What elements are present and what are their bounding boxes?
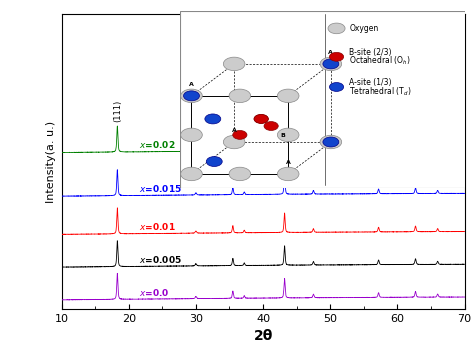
Circle shape (328, 23, 345, 34)
Text: (331): (331) (309, 120, 318, 143)
Circle shape (277, 167, 299, 181)
FancyBboxPatch shape (180, 11, 465, 188)
Text: Octahedral (O$_h$): Octahedral (O$_h$) (349, 55, 411, 67)
Circle shape (320, 135, 342, 149)
Text: (220): (220) (191, 123, 201, 145)
Y-axis label: Intensity(a. u.): Intensity(a. u.) (46, 120, 56, 203)
Circle shape (205, 114, 221, 124)
Circle shape (183, 91, 200, 101)
Circle shape (329, 53, 344, 61)
Text: $x$=0.015: $x$=0.015 (139, 183, 182, 194)
Circle shape (223, 135, 245, 149)
Text: Oxygen: Oxygen (349, 24, 379, 33)
Text: B: B (280, 133, 285, 138)
Circle shape (223, 57, 245, 71)
Text: (311): (311) (228, 117, 237, 140)
Circle shape (323, 137, 339, 147)
Circle shape (181, 89, 202, 103)
Text: A: A (286, 160, 291, 165)
Circle shape (233, 131, 247, 140)
Text: (222): (222) (240, 122, 249, 144)
Circle shape (181, 128, 202, 142)
Circle shape (229, 89, 251, 103)
Text: $x$=0.01: $x$=0.01 (139, 221, 175, 232)
Circle shape (229, 167, 251, 181)
Text: (511): (511) (374, 119, 383, 141)
Text: $x$=0.02: $x$=0.02 (139, 140, 175, 151)
Text: (531): (531) (433, 120, 442, 143)
Circle shape (277, 128, 299, 142)
Circle shape (277, 89, 299, 103)
Text: $x$=0.0: $x$=0.0 (139, 287, 169, 298)
Circle shape (264, 121, 278, 131)
Text: A: A (328, 50, 333, 55)
Circle shape (254, 114, 268, 124)
Text: A: A (232, 128, 237, 133)
Circle shape (320, 57, 342, 71)
Circle shape (323, 59, 339, 69)
Circle shape (181, 167, 202, 181)
Circle shape (206, 157, 222, 166)
Circle shape (254, 114, 268, 124)
Text: (440): (440) (411, 118, 420, 140)
Circle shape (329, 83, 344, 92)
Text: (400): (400) (280, 105, 289, 127)
Text: (111): (111) (113, 100, 122, 122)
Text: A: A (189, 82, 194, 87)
X-axis label: 2θ: 2θ (254, 329, 273, 343)
Text: $x$=0.005: $x$=0.005 (139, 254, 182, 265)
Text: B-site (2/3): B-site (2/3) (349, 48, 392, 57)
Text: A-site (1/3): A-site (1/3) (349, 78, 392, 87)
Text: Tetrahedral (T$_d$): Tetrahedral (T$_d$) (349, 85, 412, 98)
